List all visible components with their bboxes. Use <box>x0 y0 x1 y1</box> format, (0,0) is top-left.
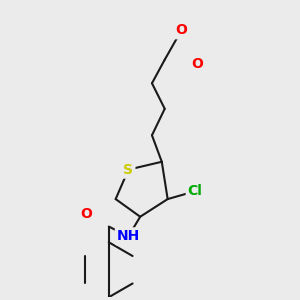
Text: O: O <box>191 57 203 70</box>
Text: S: S <box>123 163 134 177</box>
Text: O: O <box>80 207 92 221</box>
Text: O: O <box>176 23 187 37</box>
Text: NH: NH <box>117 230 140 243</box>
Text: Cl: Cl <box>188 184 203 198</box>
